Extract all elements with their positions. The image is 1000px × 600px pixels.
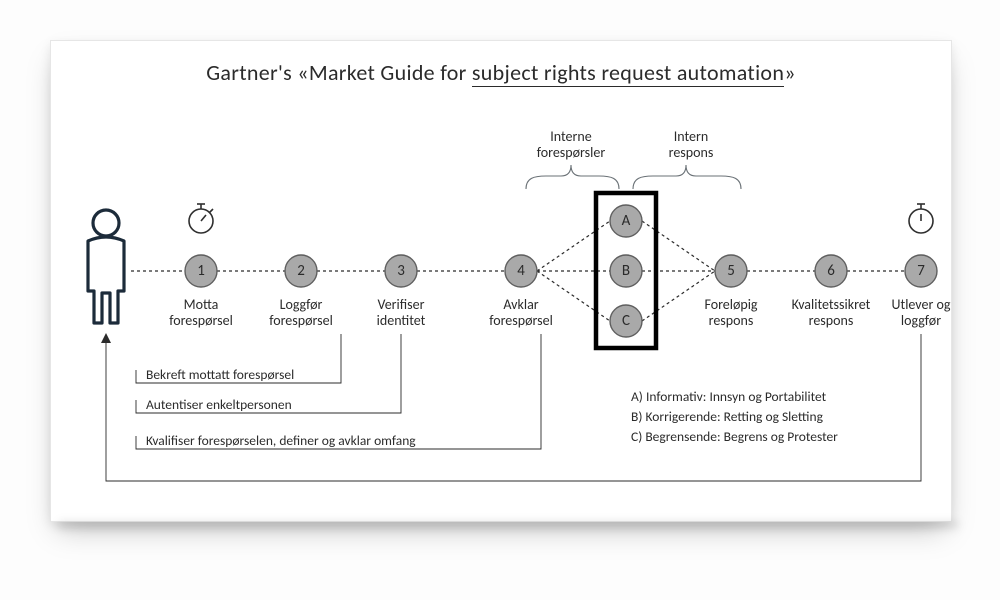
step-5: 5 Foreløpig respons	[704, 255, 757, 329]
step-7-num: 7	[917, 262, 925, 280]
step-1-l1: Motta	[184, 296, 219, 313]
step-7-l2: loggfør	[901, 312, 941, 329]
bracket-left-l1: Interne	[550, 128, 591, 145]
step-6-l1: Kvalitetssikret	[792, 296, 871, 313]
step-6-num: 6	[827, 262, 835, 280]
person-icon	[88, 210, 124, 323]
step-3-l1: Verifiser	[377, 296, 424, 313]
flow-4-a	[537, 221, 610, 271]
step-7-l1: Utlever og	[892, 296, 951, 313]
step-2-l1: Loggfør	[280, 296, 323, 313]
callout-3-text: Kvalifiser forespørselen, definer og avk…	[146, 432, 416, 449]
step-6: 6 Kvalitetssikret respons	[792, 255, 871, 329]
abc-b-label: B	[622, 262, 630, 280]
bracket-right	[633, 165, 741, 189]
abc-c-label: C	[622, 312, 630, 330]
step-4-l2: forespørsel	[489, 312, 553, 329]
timer-icon	[909, 204, 933, 233]
step-1-l2: forespørsel	[169, 312, 233, 329]
callout-1-text: Bekreft mottatt forespørsel	[146, 366, 294, 383]
bracket-left	[526, 165, 619, 189]
bracket-left-l2: forespørsler	[537, 144, 606, 161]
callout-2-text: Autentiser enkeltpersonen	[146, 396, 292, 413]
legend-a: A) Informativ: Innsyn og Portabilitet	[631, 388, 827, 405]
abc-a: A	[610, 205, 642, 237]
step-1-num: 1	[197, 262, 205, 280]
legend-b: B) Korrigerende: Retting og Sletting	[631, 408, 824, 425]
abc-a-label: A	[622, 212, 631, 230]
step-4-num: 4	[517, 262, 525, 280]
bracket-right-l2: respons	[669, 144, 714, 161]
step-1: 1 Motta forespørsel	[169, 255, 233, 329]
return-arrowhead	[101, 333, 111, 343]
diagram-card: Gartner's «Market Guide for subject righ…	[50, 40, 952, 522]
step-2: 2 Loggfør forespørsel	[269, 255, 333, 329]
step-5-num: 5	[727, 262, 735, 280]
step-6-l2: respons	[809, 312, 854, 329]
step-7: 7 Utlever og loggfør	[892, 255, 951, 329]
step-3-num: 3	[397, 262, 405, 280]
abc-b: B	[610, 255, 642, 287]
step-4-l1: Avklar	[503, 296, 538, 313]
step-3: 3 Verifiser identitet	[377, 255, 426, 329]
bracket-right-l1: Intern	[674, 128, 709, 145]
step-2-num: 2	[297, 262, 305, 280]
legend-c: C) Begrensende: Begrens og Protester	[631, 428, 838, 445]
flow-a-5	[642, 221, 715, 271]
abc-c: C	[610, 305, 642, 337]
step-5-l1: Foreløpig	[704, 296, 757, 313]
stopwatch-icon	[189, 204, 213, 233]
diagram-svg: 1 Motta forespørsel 2 Loggfør forespørse…	[51, 41, 951, 521]
step-2-l2: forespørsel	[269, 312, 333, 329]
step-5-l2: respons	[709, 312, 754, 329]
step-3-l2: identitet	[377, 312, 426, 329]
